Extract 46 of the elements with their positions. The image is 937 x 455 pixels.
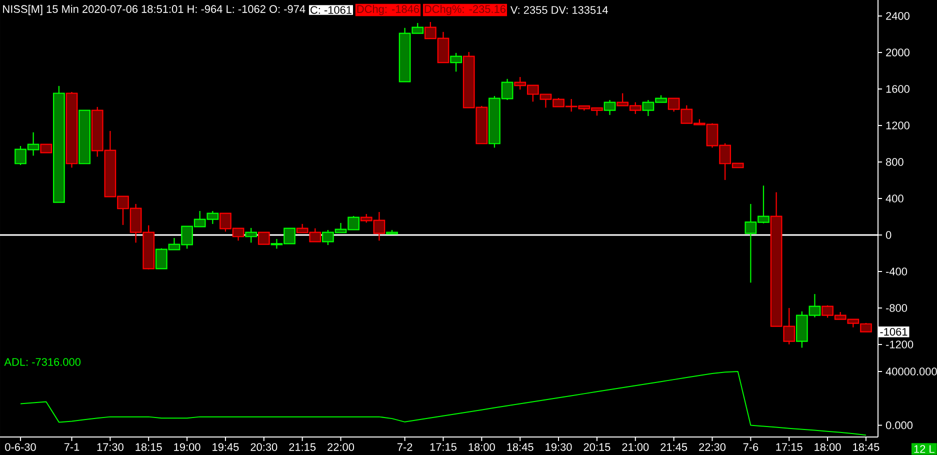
x-tick-label: 19:45 [212,443,239,451]
y-tick-label: 0 [886,231,892,239]
x-tick-label: 7-6 [743,443,758,451]
x-tick-label: 7-2 [397,443,412,451]
x-tick-label: 21:45 [660,443,688,451]
x-tick-label: 21:15 [289,443,316,451]
annotation: C: -1061 [310,6,352,14]
candlestick [604,99,616,116]
y-tick-label: -400 [886,268,908,276]
candlestick [258,232,270,245]
x-tick-label: 22:30 [699,443,726,451]
x-tick-label: 18:45 [853,443,880,451]
text: ADL: -7316.000 [4,358,81,366]
chart-title: NISS[M] 15 Min 2020-07-06 18:51:01 H: -964 L: -1062 O: -974 [3,4,306,16]
y-tick-label: -800 [886,304,908,312]
candlestick [245,227,258,244]
annotation: DChg: -1846 [357,4,420,16]
x-tick-label: 17:15 [430,443,456,451]
y-tick-label: 1200 [886,122,910,130]
x-tick-label: 20:15 [584,443,610,451]
x-tick-label: 17:15 [776,443,802,451]
x-tick-label: 18:00 [468,443,495,451]
y-tick-label: 400 [886,194,904,202]
candlestick [450,52,462,72]
x-tick-label: 18:15 [136,443,162,451]
x-tick-label: 21:00 [622,443,649,451]
x-tick-label: 20:30 [250,443,278,451]
annotation: V: 2355 DV: 133514 [510,6,608,14]
y-tick-label: 800 [886,158,904,166]
x-tick-label: 0-6-30 [5,443,36,451]
x-tick-label: 7-1 [64,443,80,451]
y-tick-label: 2400 [886,12,910,20]
y-tick-label: 0.000 [886,421,913,430]
y-tick-label: 1600 [886,85,910,93]
x-tick-label: 19:30 [546,443,572,451]
text: 12 L [914,445,934,453]
annotation: -1061 [880,328,908,336]
annotation: DChg%: -235.16 [424,4,506,16]
x-tick-label: 18:00 [814,443,841,451]
x-tick-label: 19:00 [174,443,200,451]
x-tick-label: 18:45 [507,443,534,451]
y-tick-label: 40000.000 [886,368,937,376]
y-tick-label: 2000 [886,48,910,56]
x-tick-label: 22:00 [328,443,354,451]
x-tick-label: 17:30 [97,443,124,451]
y-tick-label: -1200 [886,340,914,348]
